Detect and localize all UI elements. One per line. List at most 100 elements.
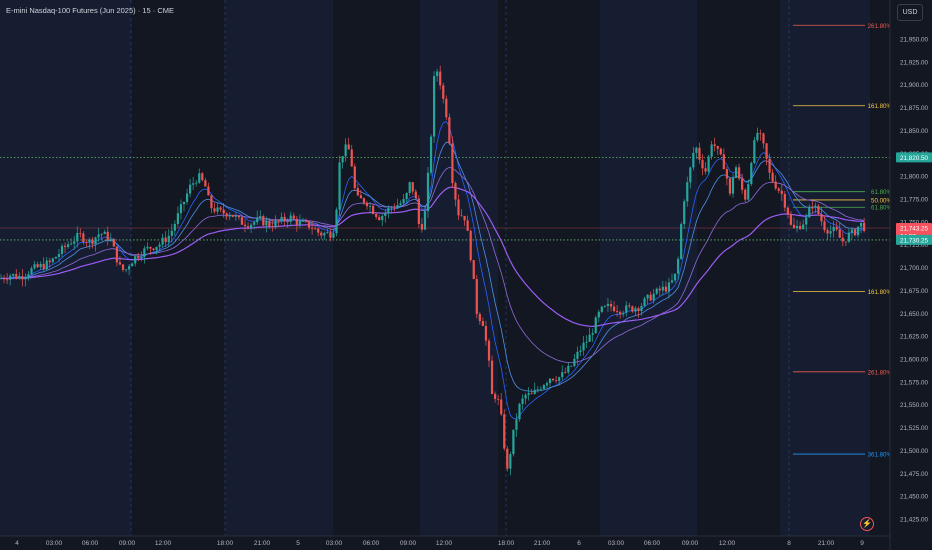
time-axis[interactable]: 4 03:00 06:00 09:00 12:00 18:00 21:00 5 03:00 06:…	[0, 535, 890, 547]
lightning-icon[interactable]: ⚡	[860, 517, 874, 531]
candle-up	[509, 454, 512, 469]
candle-down	[271, 226, 274, 228]
candle-down	[551, 378, 555, 381]
candle-up	[259, 216, 262, 218]
candle-up	[390, 207, 393, 209]
candle-down	[835, 227, 838, 230]
candle-down	[149, 246, 152, 249]
candle-down	[841, 237, 844, 242]
candle-up	[134, 256, 137, 264]
candle-up	[829, 231, 832, 234]
candle-down	[48, 260, 51, 263]
candle-up	[335, 209, 338, 234]
candle-down	[564, 372, 567, 373]
candle-up	[57, 253, 61, 257]
candle-down	[79, 233, 82, 234]
candle-up	[670, 280, 674, 283]
candle-down	[466, 220, 469, 231]
candle-down	[799, 225, 802, 230]
candle-down	[481, 321, 484, 327]
candle-down	[716, 146, 719, 149]
candle-up	[408, 182, 411, 194]
candle-up	[67, 244, 70, 247]
candle-down	[701, 159, 704, 169]
candle-down	[277, 220, 280, 222]
horizontal-lines	[0, 156, 890, 241]
price-tag	[896, 152, 932, 163]
time-tick-label: 09:00	[682, 540, 699, 547]
candle-down	[417, 198, 420, 225]
chart-title: E-mini Nasdaq-100 Futures (Jun 2025) · 1…	[6, 6, 174, 15]
price-tick-label: 21,900.00	[900, 82, 929, 89]
candle-up	[533, 389, 536, 394]
session-band	[420, 0, 498, 536]
candle-up	[692, 152, 695, 168]
candle-up	[381, 216, 384, 221]
candle-down	[304, 220, 308, 222]
candle-up	[228, 214, 231, 217]
candle-up	[594, 317, 597, 334]
candle-up	[45, 260, 48, 270]
candle-up	[0, 278, 3, 280]
candle-up	[170, 230, 173, 236]
candle-up	[341, 156, 344, 163]
fib-level-label: 61.80%	[871, 205, 892, 212]
candle-up	[707, 156, 710, 172]
candle-down	[222, 209, 225, 214]
price-tick-label: 21,850.00	[900, 128, 929, 135]
candle-down	[777, 188, 780, 191]
candle-down	[719, 148, 722, 155]
candle-down	[121, 264, 125, 270]
candle-up	[12, 274, 15, 276]
candle-up	[423, 211, 427, 230]
candle-up	[582, 342, 585, 351]
candle-up	[576, 351, 579, 359]
candle-up	[146, 246, 149, 249]
candle-down	[637, 308, 640, 311]
candle-down	[320, 232, 323, 236]
price-tick-label: 21,925.00	[900, 59, 929, 66]
candle-up	[265, 220, 268, 226]
candle-up	[622, 312, 625, 315]
candle-up	[515, 419, 518, 430]
candle-down	[112, 239, 115, 247]
candle-down	[314, 228, 317, 230]
candle-down	[780, 190, 783, 195]
candle-up	[161, 237, 164, 245]
price-tag-label: 21,743.25	[900, 226, 929, 233]
candle-up	[585, 341, 588, 343]
candle-up	[124, 269, 128, 271]
session-band	[225, 0, 333, 536]
candle-down	[722, 154, 725, 170]
session-band	[780, 0, 870, 536]
candle-up	[847, 232, 850, 242]
candle-down	[741, 178, 744, 190]
candle-down	[484, 326, 488, 341]
candle-up	[667, 282, 671, 292]
candle-down	[725, 169, 728, 179]
fib-level-label: 361.80%	[868, 452, 893, 459]
candle-down	[631, 306, 634, 312]
candle-up	[60, 245, 64, 254]
candle-down	[762, 133, 765, 144]
price-axis[interactable]: 21,950.00 21,925.00 21,900.00 21,875.00 21,8…	[889, 0, 932, 550]
candle-up	[301, 220, 305, 222]
candle-up	[94, 237, 97, 245]
day-separators	[130, 0, 790, 536]
candle-down	[612, 306, 616, 312]
candle-down	[704, 168, 707, 172]
candle-down	[225, 213, 228, 217]
candle-down	[530, 393, 533, 395]
time-tick-label: 12:00	[436, 540, 453, 547]
candle-down	[609, 303, 613, 307]
candle-down	[353, 166, 356, 189]
currency-button[interactable]: USD	[897, 4, 923, 21]
candle-down	[329, 232, 332, 238]
candle-up	[405, 193, 408, 200]
candle-down	[738, 167, 741, 179]
candle-down	[118, 262, 122, 265]
candle-up	[524, 395, 527, 399]
fib-level-label: 261.80%	[868, 23, 893, 30]
